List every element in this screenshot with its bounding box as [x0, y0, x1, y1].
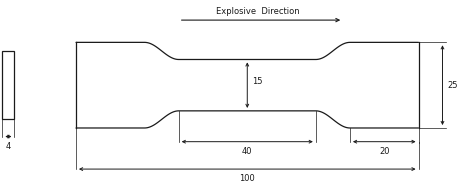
Text: 100: 100 — [239, 174, 255, 183]
Text: 4: 4 — [6, 142, 11, 151]
Bar — [2, 51, 14, 119]
Text: 20: 20 — [379, 147, 390, 156]
Text: 25: 25 — [447, 81, 458, 90]
Text: 15: 15 — [253, 77, 263, 86]
Text: Explosive  Direction: Explosive Direction — [216, 7, 300, 16]
Text: 40: 40 — [242, 147, 253, 156]
